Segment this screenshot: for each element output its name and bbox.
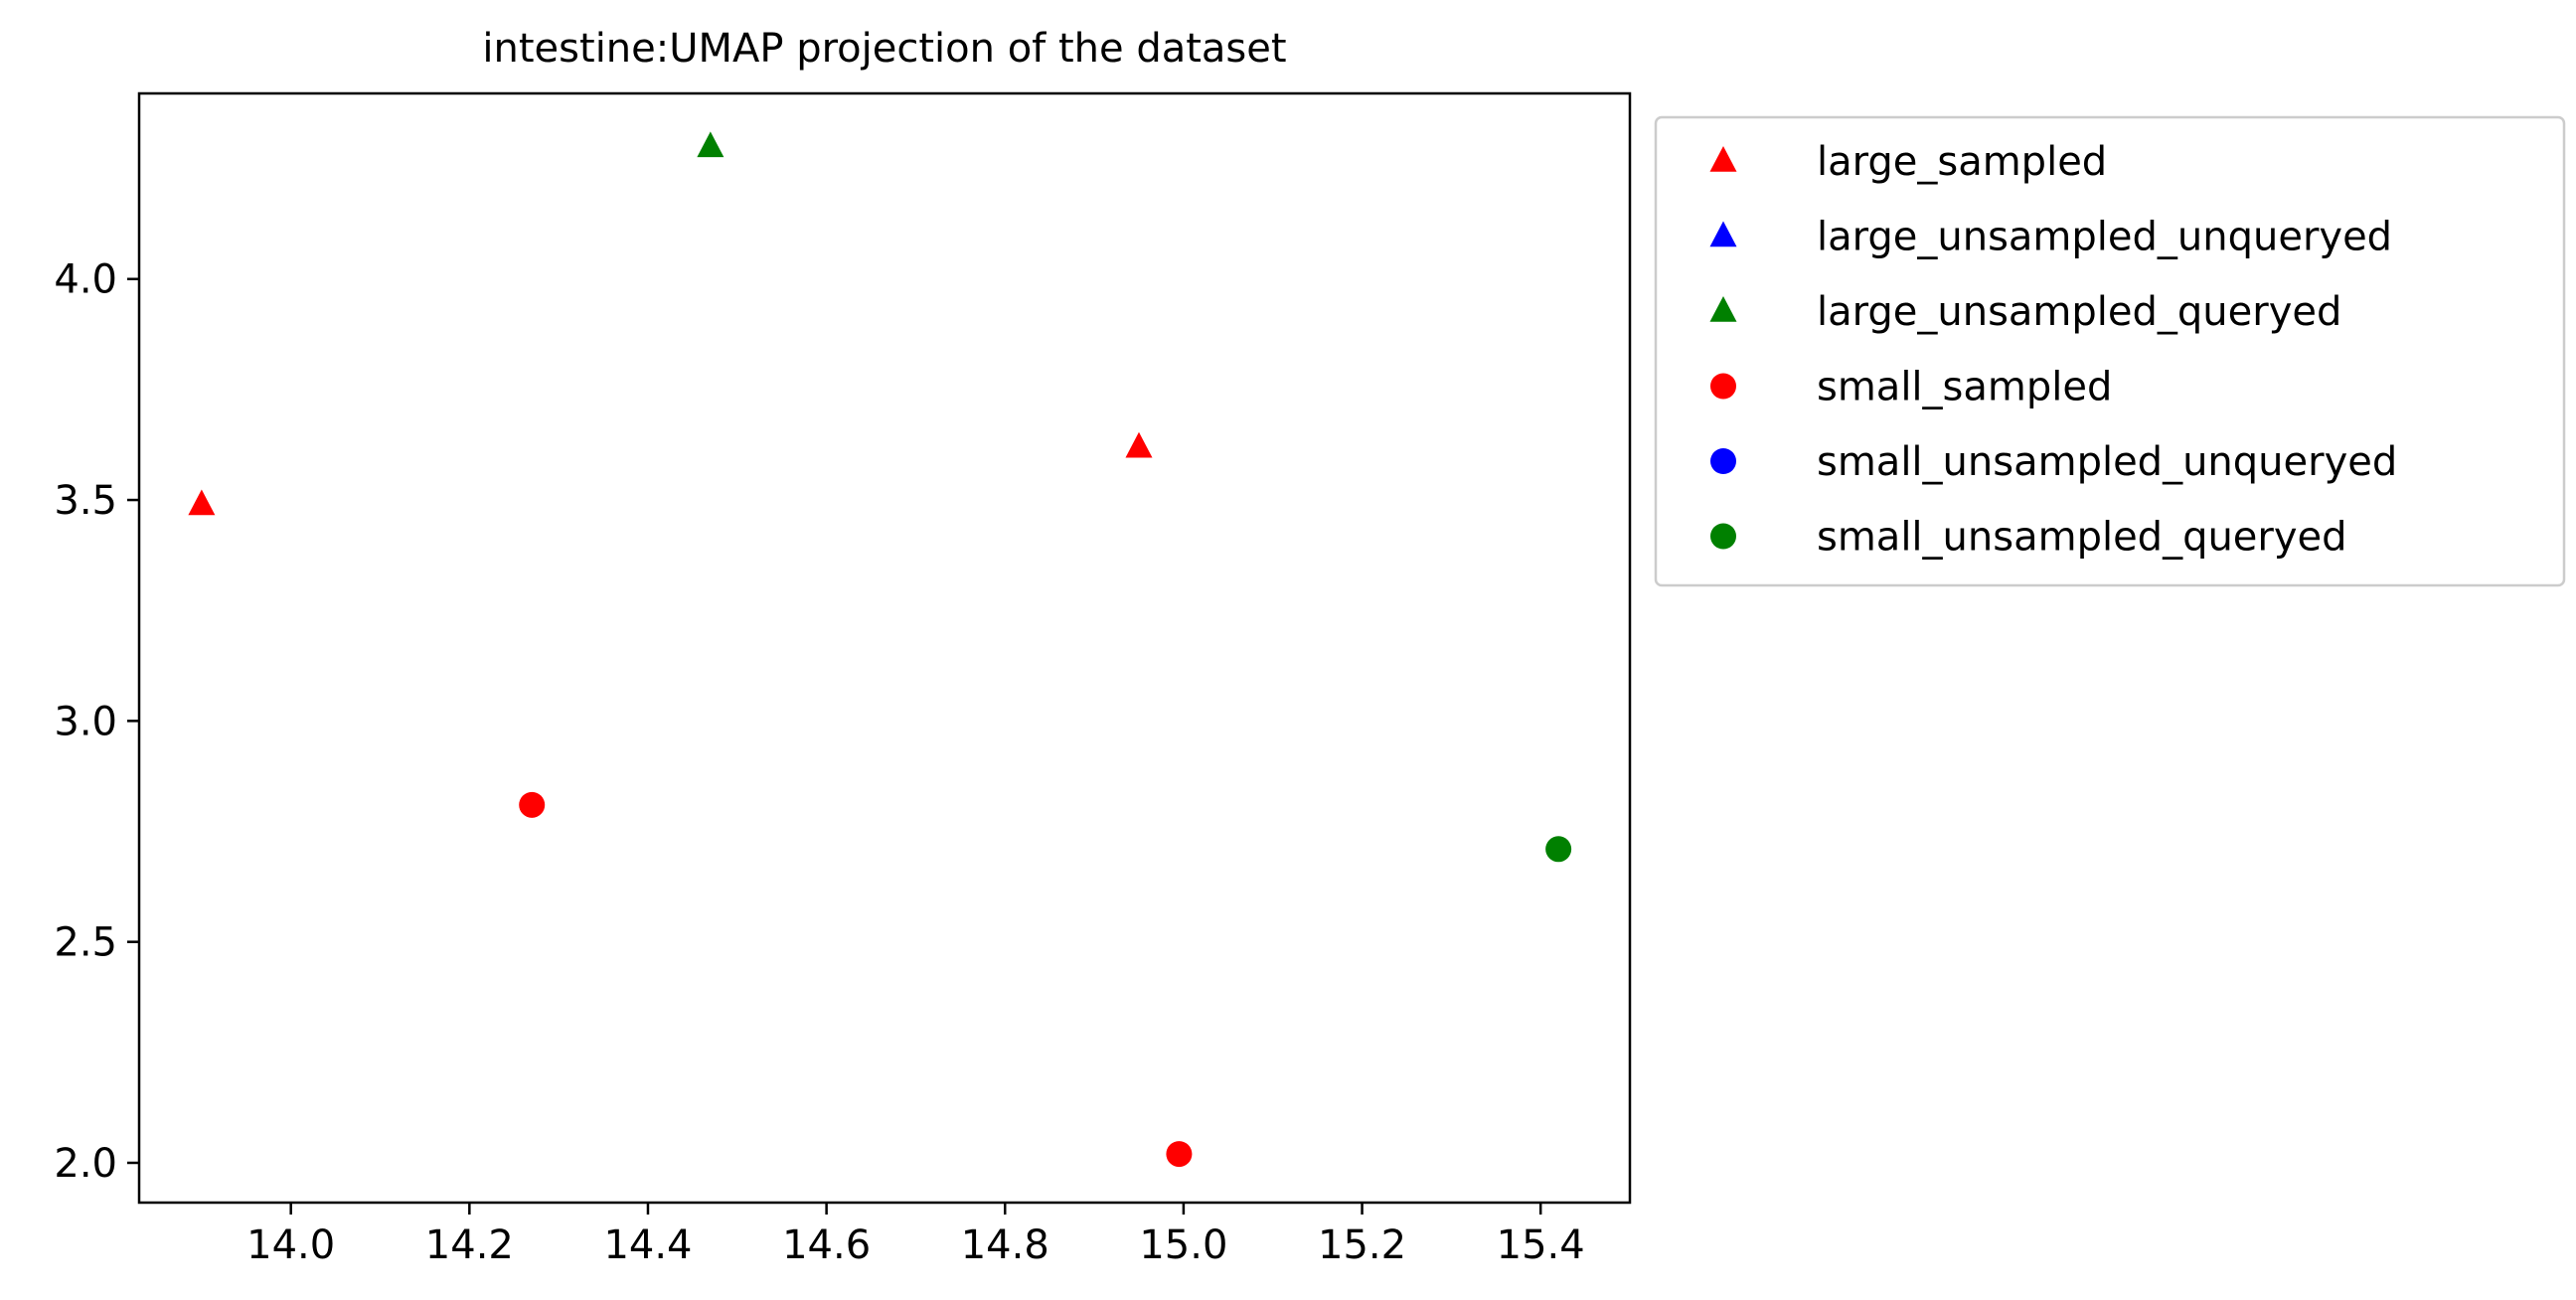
x-tick-label: 14.4: [603, 1222, 692, 1268]
legend-box: [1654, 115, 2566, 587]
x-tick-label: 14.6: [782, 1222, 871, 1268]
y-tick-label: 4.0: [54, 257, 117, 303]
legend-marker: [1710, 448, 1736, 474]
legend-marker: [1710, 523, 1736, 550]
x-tick-label: 14.8: [961, 1222, 1049, 1268]
y-tick-label: 2.0: [54, 1141, 117, 1187]
y-axis: 2.0 2.5 3.0 3.5 4.0: [54, 257, 139, 1187]
legend-marker: [1709, 221, 1737, 247]
x-axis: 14.0 14.2 14.4 14.6 14.8 15.0 15.2 15.4: [246, 1203, 1585, 1268]
y-tick-label: 2.5: [54, 920, 117, 966]
x-tick-label: 14.2: [425, 1222, 514, 1268]
x-tick-label: 15.0: [1139, 1222, 1227, 1268]
x-tick-label: 14.0: [246, 1222, 335, 1268]
legend-marker: [1709, 146, 1737, 172]
data-points: [188, 131, 1572, 1168]
data-point: [519, 791, 546, 818]
chart-title: intestine:UMAP projection of the dataset: [482, 26, 1286, 72]
legend-label: large_unsampled_unqueryed: [1817, 215, 2392, 260]
data-point: [188, 489, 216, 516]
y-tick-label: 3.0: [54, 699, 117, 744]
y-tick-label: 3.5: [54, 478, 117, 524]
data-point: [697, 131, 724, 158]
legend-label: large_sampled: [1817, 139, 2107, 185]
data-point: [1125, 431, 1153, 458]
legend-label: small_unsampled_unqueryed: [1817, 439, 2397, 485]
x-tick-label: 15.2: [1318, 1222, 1406, 1268]
legend-marker: [1709, 296, 1737, 322]
legend: large_sampled large_unsampled_unqueryedla…: [1654, 115, 2566, 587]
legend-marker: [1710, 373, 1736, 400]
legend-label: small_unsampled_queryed: [1817, 515, 2347, 561]
x-tick-label: 15.4: [1497, 1222, 1585, 1268]
data-point: [1545, 836, 1572, 863]
legend-label: small_sampled: [1817, 365, 2112, 410]
plot-area-frame: [137, 91, 1632, 1205]
data-point: [1166, 1141, 1193, 1168]
legend-label: large_unsampled_queryed: [1817, 289, 2341, 335]
